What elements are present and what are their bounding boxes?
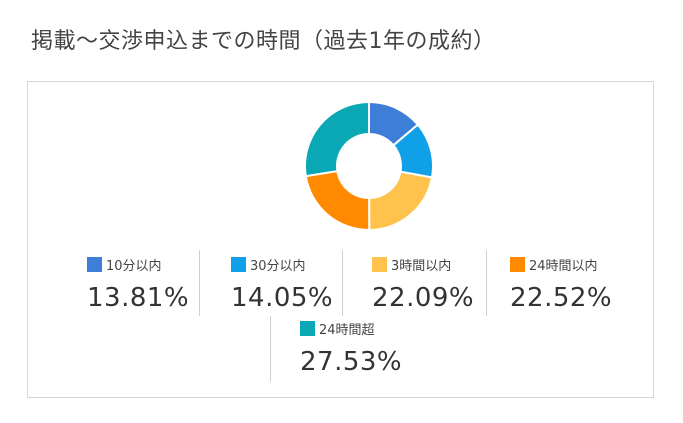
legend-label-30min: 30分以内 <box>250 258 306 274</box>
stat-value-10min: 13.81% <box>87 283 190 313</box>
page-title: 掲載〜交渉申込までの時間（過去1年の成約） <box>31 29 496 54</box>
legend-swatch-24h <box>510 256 525 272</box>
legend-swatch-30min <box>231 256 246 272</box>
legend-item-24h: 24時間以内 <box>510 254 598 274</box>
legend-item-10min: 10分以内 <box>87 254 162 274</box>
legend-item-30min: 30分以内 <box>231 254 306 274</box>
legend-swatch-3h <box>372 256 387 272</box>
stat-value-over24h: 27.53% <box>300 347 403 377</box>
chart-card: 10分以内 13.81% 30分以内 14.05% 3時間以内 22.09% 2… <box>27 81 654 398</box>
legend-swatch-over24h <box>300 320 315 336</box>
legend-item-over24h: 24時間超 <box>300 318 375 338</box>
legend-label-over24h: 24時間超 <box>319 322 375 338</box>
stat-value-3h: 22.09% <box>372 283 475 313</box>
donut-chart <box>304 100 434 232</box>
divider <box>342 250 343 316</box>
divider <box>486 250 487 316</box>
legend-label-3h: 3時間以内 <box>391 258 452 274</box>
stat-value-24h: 22.52% <box>510 283 613 313</box>
donut-slice-3h <box>368 170 434 232</box>
donut-slice-24h <box>304 169 371 232</box>
legend-item-3h: 3時間以内 <box>372 254 451 274</box>
legend-label-24h: 24時間以内 <box>529 258 598 274</box>
stat-value-30min: 14.05% <box>231 283 334 313</box>
donut-slice-over24h <box>304 100 370 178</box>
divider <box>199 250 200 316</box>
divider <box>270 316 271 382</box>
legend-label-10min: 10分以内 <box>106 258 162 274</box>
legend-swatch-10min <box>87 256 102 272</box>
